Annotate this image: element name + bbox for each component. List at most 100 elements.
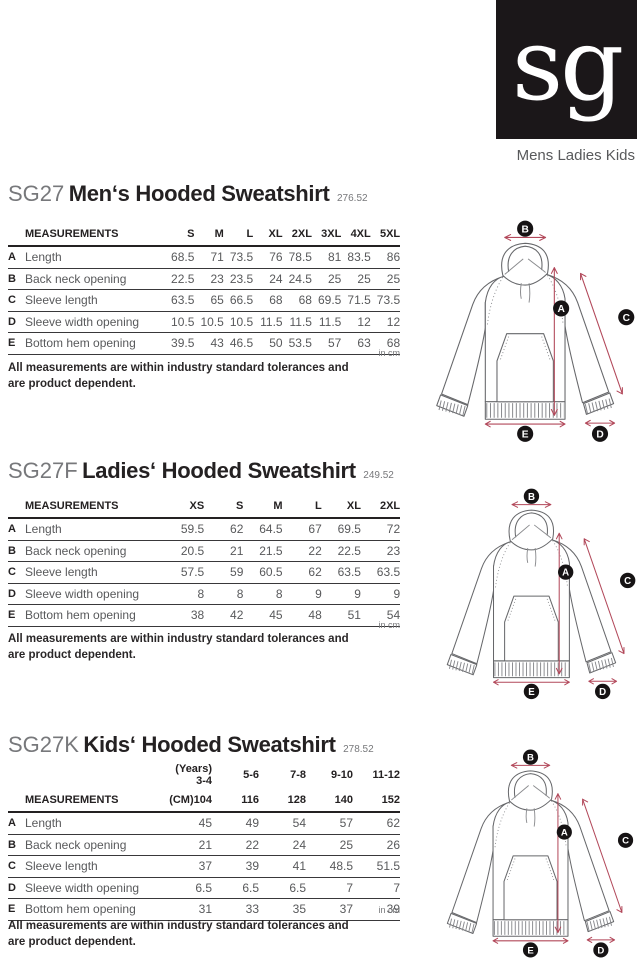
armhole-seam-right — [551, 800, 567, 847]
table-row: D Sleeve width opening 8 8 8 9 9 9 — [8, 583, 401, 605]
cell-value: 73.5 — [223, 246, 254, 269]
size-header: L — [223, 225, 254, 247]
svg-text:D: D — [597, 945, 604, 956]
hood-inner-edge — [514, 512, 548, 538]
svg-text:A: A — [562, 568, 569, 579]
row-name: Sleeve width opening — [25, 311, 166, 333]
cell-value: 51.5 — [353, 855, 400, 878]
cell-value: 11.5 — [253, 311, 283, 333]
cell-value: 22.5 — [165, 268, 195, 290]
row-letter: C — [8, 855, 25, 878]
age-header: 11-12 — [372, 769, 400, 781]
size-header: XL — [253, 225, 283, 247]
row-letter: A — [8, 518, 25, 541]
svg-text:D: D — [596, 429, 603, 440]
column-header-measurements: MEASUREMENTS — [8, 497, 166, 519]
diagram-label-a: A — [556, 824, 572, 840]
cell-value: 12 — [341, 311, 371, 333]
row-name: Back neck opening — [25, 268, 166, 290]
size-header: S — [204, 497, 244, 519]
measure-line-e — [484, 420, 566, 428]
cell-value: 24 — [259, 834, 306, 856]
cell-value: 39.5 — [165, 332, 195, 355]
cell-value: 12 — [370, 311, 401, 333]
cell-value: 37 — [306, 898, 353, 921]
cell-value: 67 — [282, 518, 322, 541]
cell-value: 46.5 — [223, 332, 254, 355]
cell-value: 9 — [321, 583, 361, 605]
cell-value: 48.5 — [306, 855, 353, 878]
svg-text:E: E — [522, 429, 529, 440]
cell-value: 76 — [253, 246, 283, 269]
cell-value: 6.5 — [212, 877, 259, 899]
row-name: Sleeve width opening — [25, 583, 166, 605]
cell-value: 21 — [165, 834, 212, 856]
cell-value: 78.5 — [282, 246, 312, 269]
hood-inner-edge — [507, 245, 543, 273]
cell-value: 62 — [353, 812, 400, 835]
size-header: XS — [165, 497, 205, 519]
column-header-measurements: MEASUREMENTS — [8, 225, 166, 247]
diagram-label-b: B — [522, 749, 539, 765]
cm-header: (CM)104 — [165, 791, 212, 813]
row-name: Sleeve width opening — [25, 877, 165, 899]
hood-fold-right — [527, 258, 546, 273]
diagram-label-d: D — [591, 425, 609, 442]
cell-value: 42 — [204, 604, 244, 627]
row-letter: D — [8, 311, 25, 333]
unit-label: in cm — [378, 620, 400, 630]
measure-line-c — [582, 798, 623, 913]
svg-text:C: C — [624, 576, 631, 587]
hood-fold-right — [532, 785, 550, 799]
size-header: 2XL — [360, 497, 401, 519]
cell-value: 31 — [165, 898, 212, 921]
cell-value: 83.5 — [341, 246, 371, 269]
cell-value: 11.5 — [311, 311, 342, 333]
cell-value: 21.5 — [243, 540, 283, 562]
drawcord-left — [526, 547, 529, 563]
cell-value: 68 — [370, 332, 401, 355]
cell-value: 63.5 — [165, 289, 195, 312]
cell-value: 11.5 — [282, 311, 312, 333]
measure-line-a — [550, 267, 558, 416]
product-code: SG27F — [8, 458, 78, 483]
measure-line-c — [583, 538, 625, 655]
row-name: Back neck opening — [25, 540, 166, 562]
hoodie-line-drawing: B A C D E — [436, 220, 635, 442]
table-row: B Back neck opening 22.5 23 23.5 24 24.5… — [8, 268, 401, 290]
table-row: A Length 59.5 62 64.5 67 69.5 72 — [8, 518, 401, 541]
cell-value: 38 — [165, 604, 205, 627]
cell-value: 22.5 — [321, 540, 361, 562]
tolerance-note: All measurements are within industry sta… — [8, 633, 349, 661]
hoodie-diagram-ladies: B A C D E — [438, 487, 636, 702]
cell-value: 33 — [212, 898, 259, 921]
product-ref: 276.52 — [336, 193, 368, 204]
cell-value: 60.5 — [243, 561, 283, 584]
cell-value: 23 — [194, 268, 224, 290]
size-header: 5XL — [370, 225, 401, 247]
row-letter: A — [8, 246, 25, 269]
cell-value: 49 — [212, 812, 259, 835]
cell-value: 22 — [212, 834, 259, 856]
hood-fold-left — [511, 524, 530, 541]
cell-value: 50 — [253, 332, 283, 355]
size-header: M — [194, 225, 224, 247]
cell-value: 39 — [353, 898, 400, 921]
row-name: Back neck opening — [25, 834, 165, 856]
size-header: M — [243, 497, 283, 519]
table-row: C Sleeve length 63.5 65 66.5 68 68 69.5 … — [8, 289, 401, 312]
hood-fold-right — [533, 524, 552, 539]
size-header: 4XL — [341, 225, 371, 247]
size-header: 2XL — [282, 225, 312, 247]
svg-text:B: B — [527, 753, 534, 764]
diagram-label-d: D — [593, 942, 609, 958]
cell-value: 51 — [321, 604, 361, 627]
measure-line-b — [511, 501, 552, 508]
column-header-measurements: MEASUREMENTS — [8, 791, 165, 813]
cell-value: 69.5 — [321, 518, 361, 541]
measurements-table-ladies: MEASUREMENTS XS S M L XL 2XL A Length 59… — [8, 497, 401, 627]
pocket — [504, 595, 559, 662]
measure-line-c — [580, 272, 623, 395]
cell-value: 68 — [253, 289, 283, 312]
diagram-label-c: C — [618, 309, 635, 326]
